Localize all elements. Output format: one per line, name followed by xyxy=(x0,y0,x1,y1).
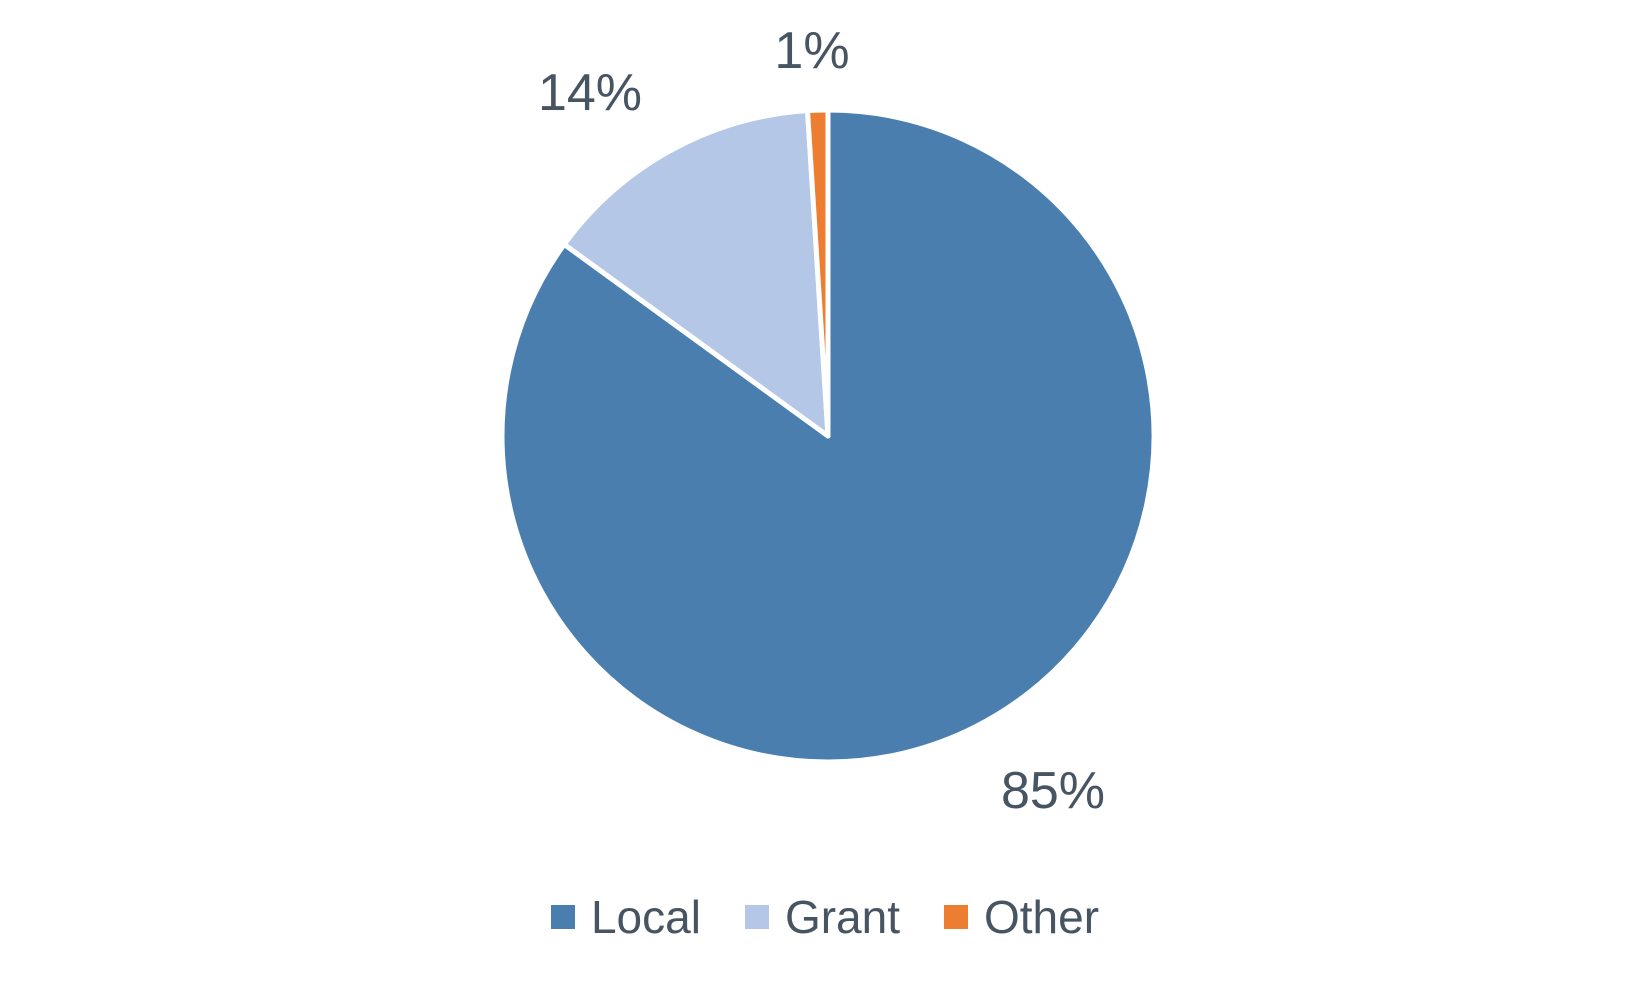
legend-swatch-grant xyxy=(744,905,769,929)
legend-item-other: Other xyxy=(943,890,1100,944)
legend-swatch-other xyxy=(943,905,968,929)
pie-slices xyxy=(499,107,1157,765)
pie-slice-other xyxy=(805,107,831,439)
legend-swatch-local xyxy=(550,905,575,929)
legend: Local Grant Other xyxy=(0,890,1650,944)
legend-label-local: Local xyxy=(590,891,701,943)
data-label-grant: 14% xyxy=(538,64,642,122)
data-label-other: 1% xyxy=(774,22,849,80)
data-label-local: 85% xyxy=(1001,762,1105,820)
legend-label-other: Other xyxy=(983,891,1100,943)
legend-item-local: Local xyxy=(550,890,701,944)
legend-item-grant: Grant xyxy=(744,890,900,944)
pie-slice-grant xyxy=(561,108,831,439)
legend-label-grant: Grant xyxy=(784,891,900,943)
pie-data-labels: 85% 14% 1% xyxy=(538,22,1105,820)
